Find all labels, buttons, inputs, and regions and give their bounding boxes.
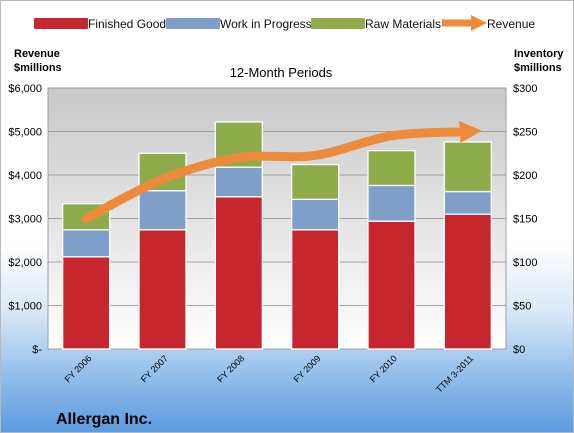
left-tick-label: $2,000 <box>8 257 42 269</box>
bar-finished-goods <box>214 196 263 350</box>
x-tick-label: FY 2008 <box>215 353 246 384</box>
legend-swatch-revenue-arrowhead <box>471 15 487 31</box>
x-tick-label: FY 2010 <box>368 353 399 384</box>
legend-label-work-in-progress: Work in Progress <box>220 17 312 31</box>
bar-raw-materials <box>443 141 492 193</box>
bar-work-in-progress <box>443 190 492 215</box>
legend-label-finished-goods: Finished Goods <box>88 17 172 31</box>
left-tick-label: $1,000 <box>8 301 42 313</box>
x-axis: FY 2006 FY 2007 FY 2008 FY 2009 FY 2010 TTM 3… <box>63 353 476 394</box>
legend: Finished Goods Work in Progress Raw Mate… <box>34 15 535 31</box>
left-axis-title-line2: $millions <box>14 62 62 74</box>
x-tick-label: TTM 3-2011 <box>434 353 475 394</box>
plot-title: 12-Month Periods <box>230 65 333 80</box>
bar-work-in-progress <box>214 166 263 198</box>
right-tick-label: $300 <box>513 83 537 95</box>
bar-finished-goods <box>138 229 187 350</box>
company-name: Allergan Inc. <box>56 411 152 428</box>
revenue-arrowhead <box>459 120 482 143</box>
bars <box>62 121 492 350</box>
right-tick-label: $150 <box>513 214 537 226</box>
bar-finished-goods <box>443 213 492 350</box>
legend-swatch-raw-materials <box>311 18 365 29</box>
right-axis-title-line1: Inventory <box>514 48 564 60</box>
right-tick-label: $50 <box>513 301 531 313</box>
bar-finished-goods <box>291 229 340 350</box>
left-tick-label: $6,000 <box>8 83 42 95</box>
bar-finished-goods <box>367 220 416 350</box>
x-tick-label: FY 2007 <box>139 353 170 384</box>
left-axis-title-line1: Revenue <box>14 48 60 60</box>
bar-raw-materials <box>367 149 416 187</box>
bar-work-in-progress <box>138 190 187 231</box>
right-axis: $0 $50 $100 $150 $200 $250 $300 <box>513 83 537 356</box>
bar-work-in-progress <box>291 198 340 231</box>
legend-label-raw-materials: Raw Materials <box>365 17 441 31</box>
revenue-line <box>81 127 463 223</box>
bar-work-in-progress <box>367 184 416 222</box>
legend-swatch-work-in-progress <box>166 18 220 29</box>
bar-work-in-progress <box>62 229 111 258</box>
left-axis: $- $1,000 $2,000 $3,000 $4,000 $5,000 $6,000 <box>8 83 42 356</box>
bar-raw-materials <box>291 163 340 201</box>
right-tick-label: $200 <box>513 170 537 182</box>
left-tick-label: $5,000 <box>8 127 42 139</box>
legend-label-revenue: Revenue <box>487 17 535 31</box>
right-axis-title-line2: $millions <box>514 62 562 74</box>
right-tick-label: $0 <box>513 344 525 356</box>
right-tick-label: $250 <box>513 127 537 139</box>
bar-finished-goods <box>62 256 111 350</box>
legend-swatch-finished-goods <box>34 18 88 29</box>
revenue-series <box>81 120 482 223</box>
left-tick-label: $4,000 <box>8 170 42 182</box>
x-tick-label: FY 2006 <box>63 353 94 384</box>
x-tick-label: FY 2009 <box>292 353 323 384</box>
left-tick-label: $- <box>32 344 42 356</box>
right-tick-label: $100 <box>513 257 537 269</box>
left-tick-label: $3,000 <box>8 214 42 226</box>
